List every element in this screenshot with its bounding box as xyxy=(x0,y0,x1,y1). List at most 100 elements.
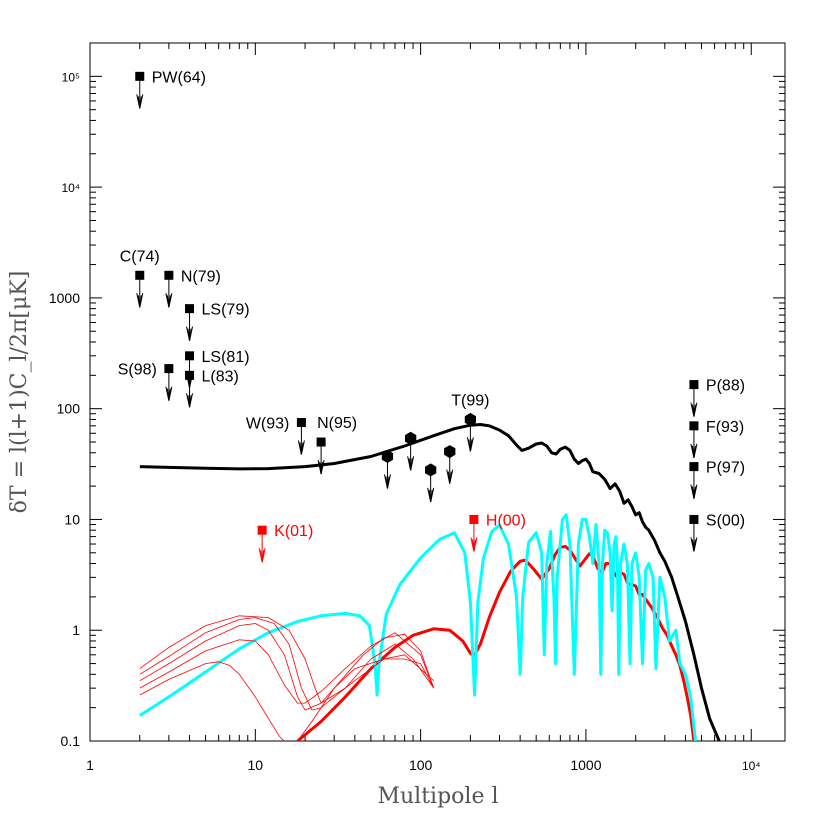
arrow-head xyxy=(430,489,433,502)
upper-limit-arrow xyxy=(383,460,391,489)
x-tick-label: 100 xyxy=(409,757,433,773)
y-tick-label: 10⁴ xyxy=(61,181,80,195)
arrow-head xyxy=(139,96,142,109)
arrow-head xyxy=(386,476,390,489)
point-label: LS(79) xyxy=(202,302,250,319)
y-axis-title: δT = l(l+1)C_l/2π[μK] xyxy=(7,271,32,514)
upper-limit-arrow xyxy=(690,470,698,499)
series-line-6 xyxy=(139,632,435,704)
data-markers: PW(64) C(74) N(79) LS(79) S(98) LS(81) L(83) W(… xyxy=(118,69,745,563)
arrow-head xyxy=(189,328,192,341)
series-line-5 xyxy=(139,623,435,711)
y-tick-label: 100 xyxy=(57,401,81,417)
arrow-head xyxy=(300,442,304,455)
point-label: PW(64) xyxy=(152,69,206,86)
square-marker xyxy=(135,270,145,280)
y-tick-label: 1000 xyxy=(49,290,80,306)
upper-limit-arrow xyxy=(427,473,435,503)
arrow-head xyxy=(168,388,171,401)
square-marker xyxy=(257,525,267,535)
arrow-head xyxy=(693,539,696,552)
point-label: P(97) xyxy=(706,460,745,477)
square-marker xyxy=(185,304,195,314)
plot-frame xyxy=(89,42,786,742)
point-label: H(00) xyxy=(486,512,526,529)
arrow-head xyxy=(693,445,696,458)
x-tick-label: 1000 xyxy=(570,757,601,773)
upper-limit-arrow xyxy=(186,379,194,408)
hexagon-marker xyxy=(444,445,456,459)
upper-limit-arrow xyxy=(136,80,144,109)
upper-limit-arrow xyxy=(407,442,415,471)
hexagon-marker xyxy=(381,450,394,463)
arrow-head xyxy=(693,404,696,417)
square-marker xyxy=(185,370,195,380)
arrow-head xyxy=(473,539,476,552)
upper-limit-arrow xyxy=(690,388,698,417)
upper-limit-arrow xyxy=(165,279,173,308)
hexagon-marker xyxy=(405,431,417,445)
square-marker xyxy=(164,270,174,280)
square-marker xyxy=(689,462,699,472)
x-axis-title: Multipole l xyxy=(377,784,498,809)
arrow-head xyxy=(449,471,452,484)
x-tick-label: 10⁴ xyxy=(742,759,761,773)
upper-limit-arrow xyxy=(690,429,698,458)
upper-limit-arrow xyxy=(258,534,266,563)
point-label: W(93) xyxy=(246,416,290,433)
point-label: T(99) xyxy=(451,392,489,409)
point-label: S(98) xyxy=(118,362,157,379)
arrow-head xyxy=(261,550,265,563)
series-line-4 xyxy=(139,617,434,711)
hexagon-marker xyxy=(464,412,476,426)
y-tick-label: 0.1 xyxy=(61,733,81,749)
point-label: N(95) xyxy=(317,415,357,432)
square-marker xyxy=(469,514,479,524)
upper-limit-arrow xyxy=(470,523,478,552)
upper-limit-arrow xyxy=(317,446,325,475)
square-marker xyxy=(164,364,174,374)
upper-limit-arrow xyxy=(186,312,194,341)
point-label: F(93) xyxy=(706,419,744,436)
series-line-7 xyxy=(139,633,435,741)
upper-limit-arrow xyxy=(446,455,454,484)
point-label: LS(81) xyxy=(202,349,250,366)
hexagon-marker xyxy=(425,463,437,477)
point-label: K(01) xyxy=(274,523,313,540)
square-marker xyxy=(316,437,326,447)
point-label: P(88) xyxy=(706,378,745,395)
y-tick-label: 1 xyxy=(72,622,80,638)
arrow-head xyxy=(139,295,142,308)
point-label: L(83) xyxy=(202,368,239,385)
series-line-0 xyxy=(139,423,721,741)
square-marker xyxy=(689,514,699,524)
square-marker xyxy=(185,351,195,361)
square-marker xyxy=(296,418,306,428)
upper-limit-arrow xyxy=(136,279,144,308)
square-marker xyxy=(689,380,699,390)
x-tick-label: 1 xyxy=(86,757,94,773)
square-marker xyxy=(689,421,699,431)
x-tick-label: 10 xyxy=(248,757,264,773)
point-label: N(79) xyxy=(181,268,221,285)
arrow-head xyxy=(693,486,696,499)
y-tick-label: 10⁵ xyxy=(62,70,80,84)
square-marker xyxy=(135,71,145,81)
arrow-head xyxy=(320,461,324,475)
upper-limit-arrow xyxy=(297,426,305,455)
arrow-head xyxy=(168,295,171,308)
y-tick-label: 10 xyxy=(64,511,80,527)
upper-limit-arrow xyxy=(466,423,474,452)
arrow-head xyxy=(410,458,413,471)
y-tick-labels: 0.1 1 10 100 1000 10⁴ 10⁵ xyxy=(49,70,80,749)
x-tick-labels: 1 10 100 1000 10⁴ xyxy=(86,757,760,773)
curves xyxy=(138,423,721,741)
upper-limit-arrow xyxy=(165,372,173,401)
arrow-head xyxy=(469,439,473,452)
tick-marks xyxy=(89,42,785,742)
series-line-2 xyxy=(138,513,697,741)
point-label: C(74) xyxy=(120,248,160,265)
upper-limit-arrow xyxy=(690,523,698,552)
arrow-head xyxy=(189,395,192,408)
